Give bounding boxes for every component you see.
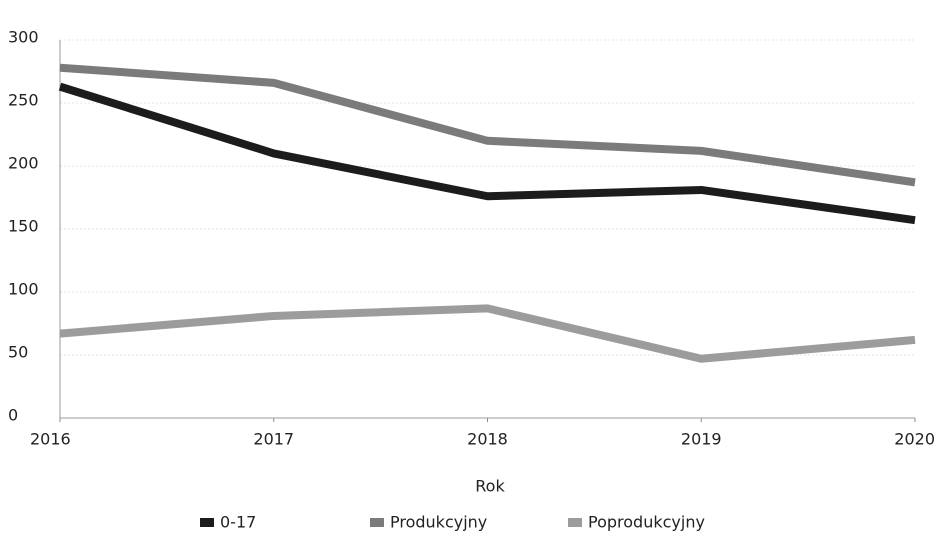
y-tick-label: 250 [8,91,39,110]
line-series [59,63,916,187]
line-series [58,82,916,225]
legend-swatch [370,518,384,527]
y-tick-label: 100 [8,280,39,299]
x-tick-label: 2020 [894,430,935,449]
x-tick-label: 2018 [467,430,508,449]
legend-label: Produkcyjny [390,513,487,532]
x-tick-label: 2019 [681,430,722,449]
y-tick-label: 300 [8,28,39,47]
y-tick-label: 0 [8,406,18,425]
x-axis-label: Rok [475,477,505,496]
legend-swatch [568,518,582,527]
x-tick-label: 2016 [30,430,71,449]
y-tick-label: 150 [8,217,39,236]
line-series [59,304,916,363]
y-tick-label: 200 [8,154,39,173]
legend-label: 0-17 [220,513,256,532]
legend-swatch [200,518,214,527]
y-tick-label: 50 [8,343,28,362]
legend-label: Poprodukcyjny [588,513,705,532]
x-tick-label: 2017 [253,430,294,449]
